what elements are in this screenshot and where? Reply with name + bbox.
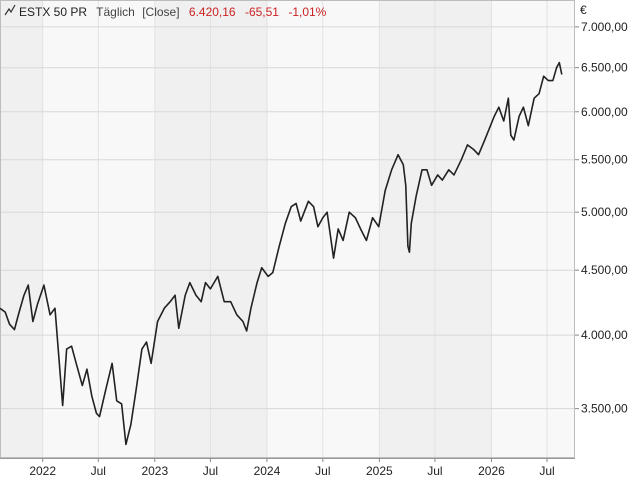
- legend-change: -65,51: [245, 5, 279, 19]
- x-tick-label: 2026: [478, 464, 505, 478]
- legend-mode: [Close]: [142, 5, 179, 19]
- y-tick-label: 6.000,00: [581, 105, 628, 119]
- series-layer: [0, 61, 563, 446]
- y-tick-label: 3.500,00: [581, 402, 628, 416]
- plot-frame: [0, 0, 575, 458]
- y-tick-label: 4.500,00: [581, 263, 628, 277]
- x-tick-label: Jul: [539, 464, 554, 478]
- y-tick-label: 5.500,00: [581, 153, 628, 167]
- x-tick-label: 2023: [141, 464, 168, 478]
- legend-series-name: ESTX 50 PR: [19, 5, 87, 19]
- legend-interval: Täglich: [96, 5, 135, 19]
- legend-change-percent: -1,01%: [288, 5, 326, 19]
- svg-text:ESTX 50 PR Täglich: ESTX 50 PR Täglich [Close] 6.420,16 -65,…: [19, 5, 327, 19]
- x-tick-label: Jul: [427, 464, 442, 478]
- series-line: [0, 61, 563, 446]
- x-gridlines: [42, 0, 548, 458]
- year-band: [491, 0, 575, 458]
- x-tick-label: Jul: [203, 464, 218, 478]
- x-tick-label: 2025: [366, 464, 393, 478]
- x-tick-label: 2022: [29, 464, 56, 478]
- y-tick-label: 4.000,00: [581, 328, 628, 342]
- x-axis: 2022 Jul 2023 Jul 2024 Jul 2025 Jul 2026 Jul: [0, 458, 575, 478]
- line-chart-icon: [4, 4, 16, 16]
- year-band: [0, 0, 43, 458]
- y-tick-label: 7.000,00: [581, 20, 628, 34]
- x-tick-label: Jul: [315, 464, 330, 478]
- y-axis: 3.500,00 4.000,00 4.500,00 5.000,00 5.500,00…: [575, 20, 628, 416]
- y-tick-label: 6.500,00: [581, 61, 628, 75]
- y-tick-label: 5.000,00: [581, 205, 628, 219]
- currency-label: €: [580, 3, 587, 17]
- year-bands: [0, 0, 575, 458]
- legend: ESTX 50 PR Täglich [Close] 6.420,16 -65,…: [4, 4, 327, 19]
- y-gridlines: [0, 0, 575, 458]
- x-tick-label: Jul: [91, 464, 106, 478]
- x-tick-label: 2024: [254, 464, 281, 478]
- legend-last-value: 6.420,16: [189, 5, 236, 19]
